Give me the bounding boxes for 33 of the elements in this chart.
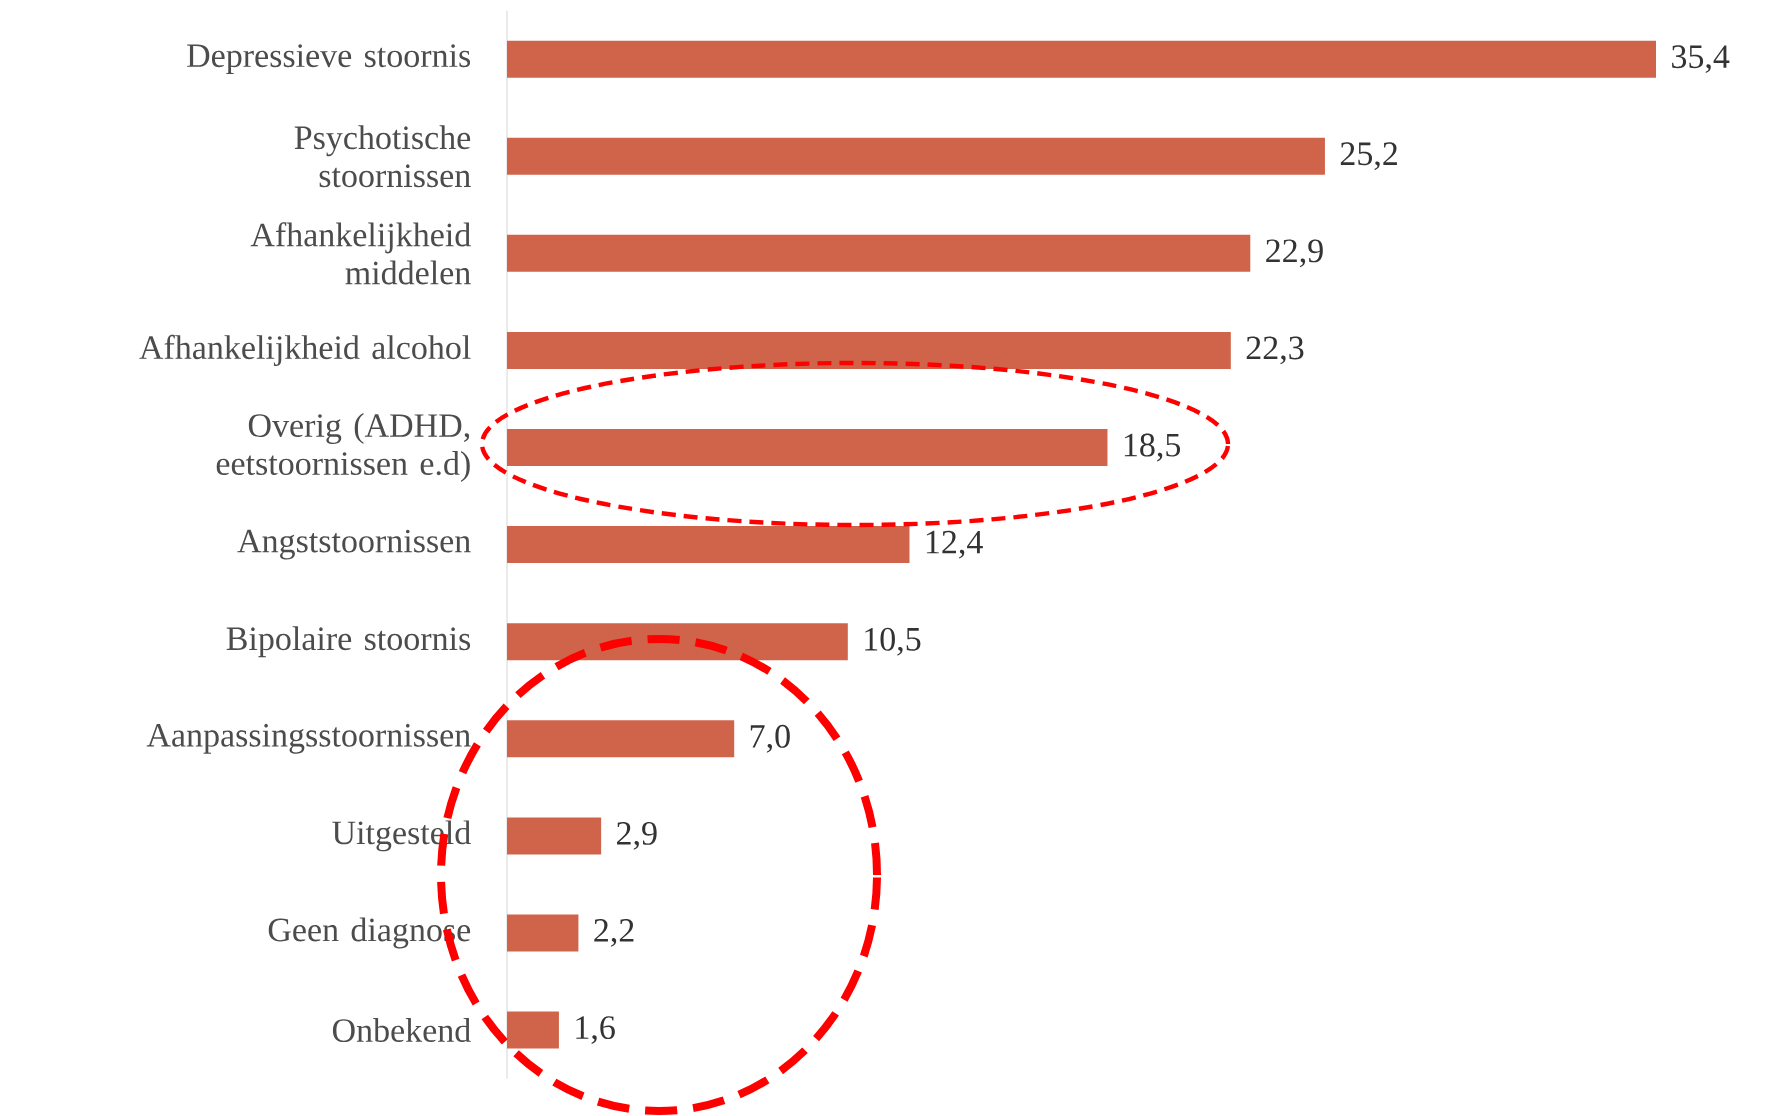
data-label: 2,9 [617, 822, 657, 850]
bar [507, 331, 1231, 369]
data-label: 35,4 [1672, 45, 1730, 74]
data-label: 1,6 [576, 1016, 615, 1044]
bar [507, 429, 1108, 467]
data-label: 18,5 [1124, 433, 1181, 462]
bar [507, 914, 579, 952]
data-label: 10,5 [865, 627, 921, 656]
bar [507, 623, 848, 661]
data-label: 22,9 [1266, 239, 1323, 268]
y-tick-label: Onbekend [332, 1018, 471, 1043]
y-tick-label: Overig (ADHD, eetstoornissen e.d) [216, 413, 470, 482]
bar [507, 137, 1325, 175]
bar [507, 40, 1657, 78]
y-tick-label: Angststoornissen [237, 529, 471, 560]
bar [507, 526, 910, 564]
y-tick-label: Afhankelijkheid middelen [250, 222, 471, 285]
data-label: 22,3 [1246, 336, 1304, 365]
data-label: 25,2 [1340, 142, 1397, 171]
y-tick-label: Bipolaire stoornis [226, 626, 471, 658]
bar [507, 1011, 559, 1049]
data-label: 7,0 [750, 724, 790, 753]
bar [507, 720, 735, 758]
bar [507, 817, 602, 855]
y-tick-label: Depressieve stoornis [187, 44, 471, 75]
y-tick-label: Geen diagnose [268, 917, 471, 949]
y-tick-label: Afhankelijkheid alcohol [139, 334, 471, 367]
data-label: 12,4 [926, 530, 983, 559]
bar [507, 234, 1251, 272]
data-label: 2,2 [594, 919, 634, 947]
y-tick-label: Uitgesteld [332, 820, 471, 852]
y-tick-label: Aanpassingsstoornissen [146, 723, 471, 754]
y-tick-label: Psychotische stoornissen [294, 125, 471, 188]
